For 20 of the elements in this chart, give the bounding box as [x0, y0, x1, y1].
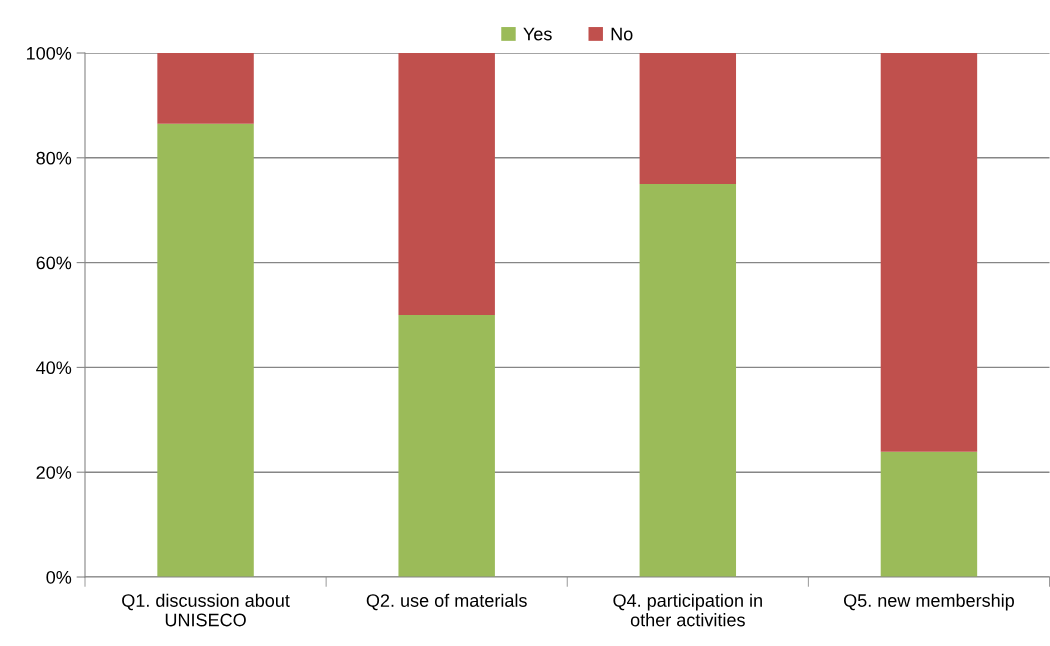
bar — [880, 451, 978, 577]
x-tick-label: Q1. discussion about UNISECO — [122, 593, 290, 627]
legend-label: Yes — [523, 27, 552, 41]
x-tick-label: Q4. participation in other activities — [613, 593, 762, 627]
bar — [398, 315, 495, 577]
bar — [398, 53, 495, 315]
y-tick-label: 80% — [36, 151, 72, 165]
x-tick-label: Q2. use of materials — [366, 593, 527, 611]
y-tick-label: 100% — [27, 46, 72, 60]
x-tick-label: Q5. new membership — [844, 593, 1014, 611]
bar — [157, 53, 254, 124]
y-tick-label: 60% — [36, 256, 72, 270]
bar — [880, 53, 978, 452]
y-tick-label: 0% — [46, 570, 72, 584]
bar — [639, 184, 737, 577]
legend-label: No — [611, 27, 633, 41]
y-tick-label: 20% — [36, 466, 72, 479]
y-tick-label: 40% — [36, 361, 72, 375]
bar — [639, 53, 737, 184]
bar — [157, 123, 254, 577]
